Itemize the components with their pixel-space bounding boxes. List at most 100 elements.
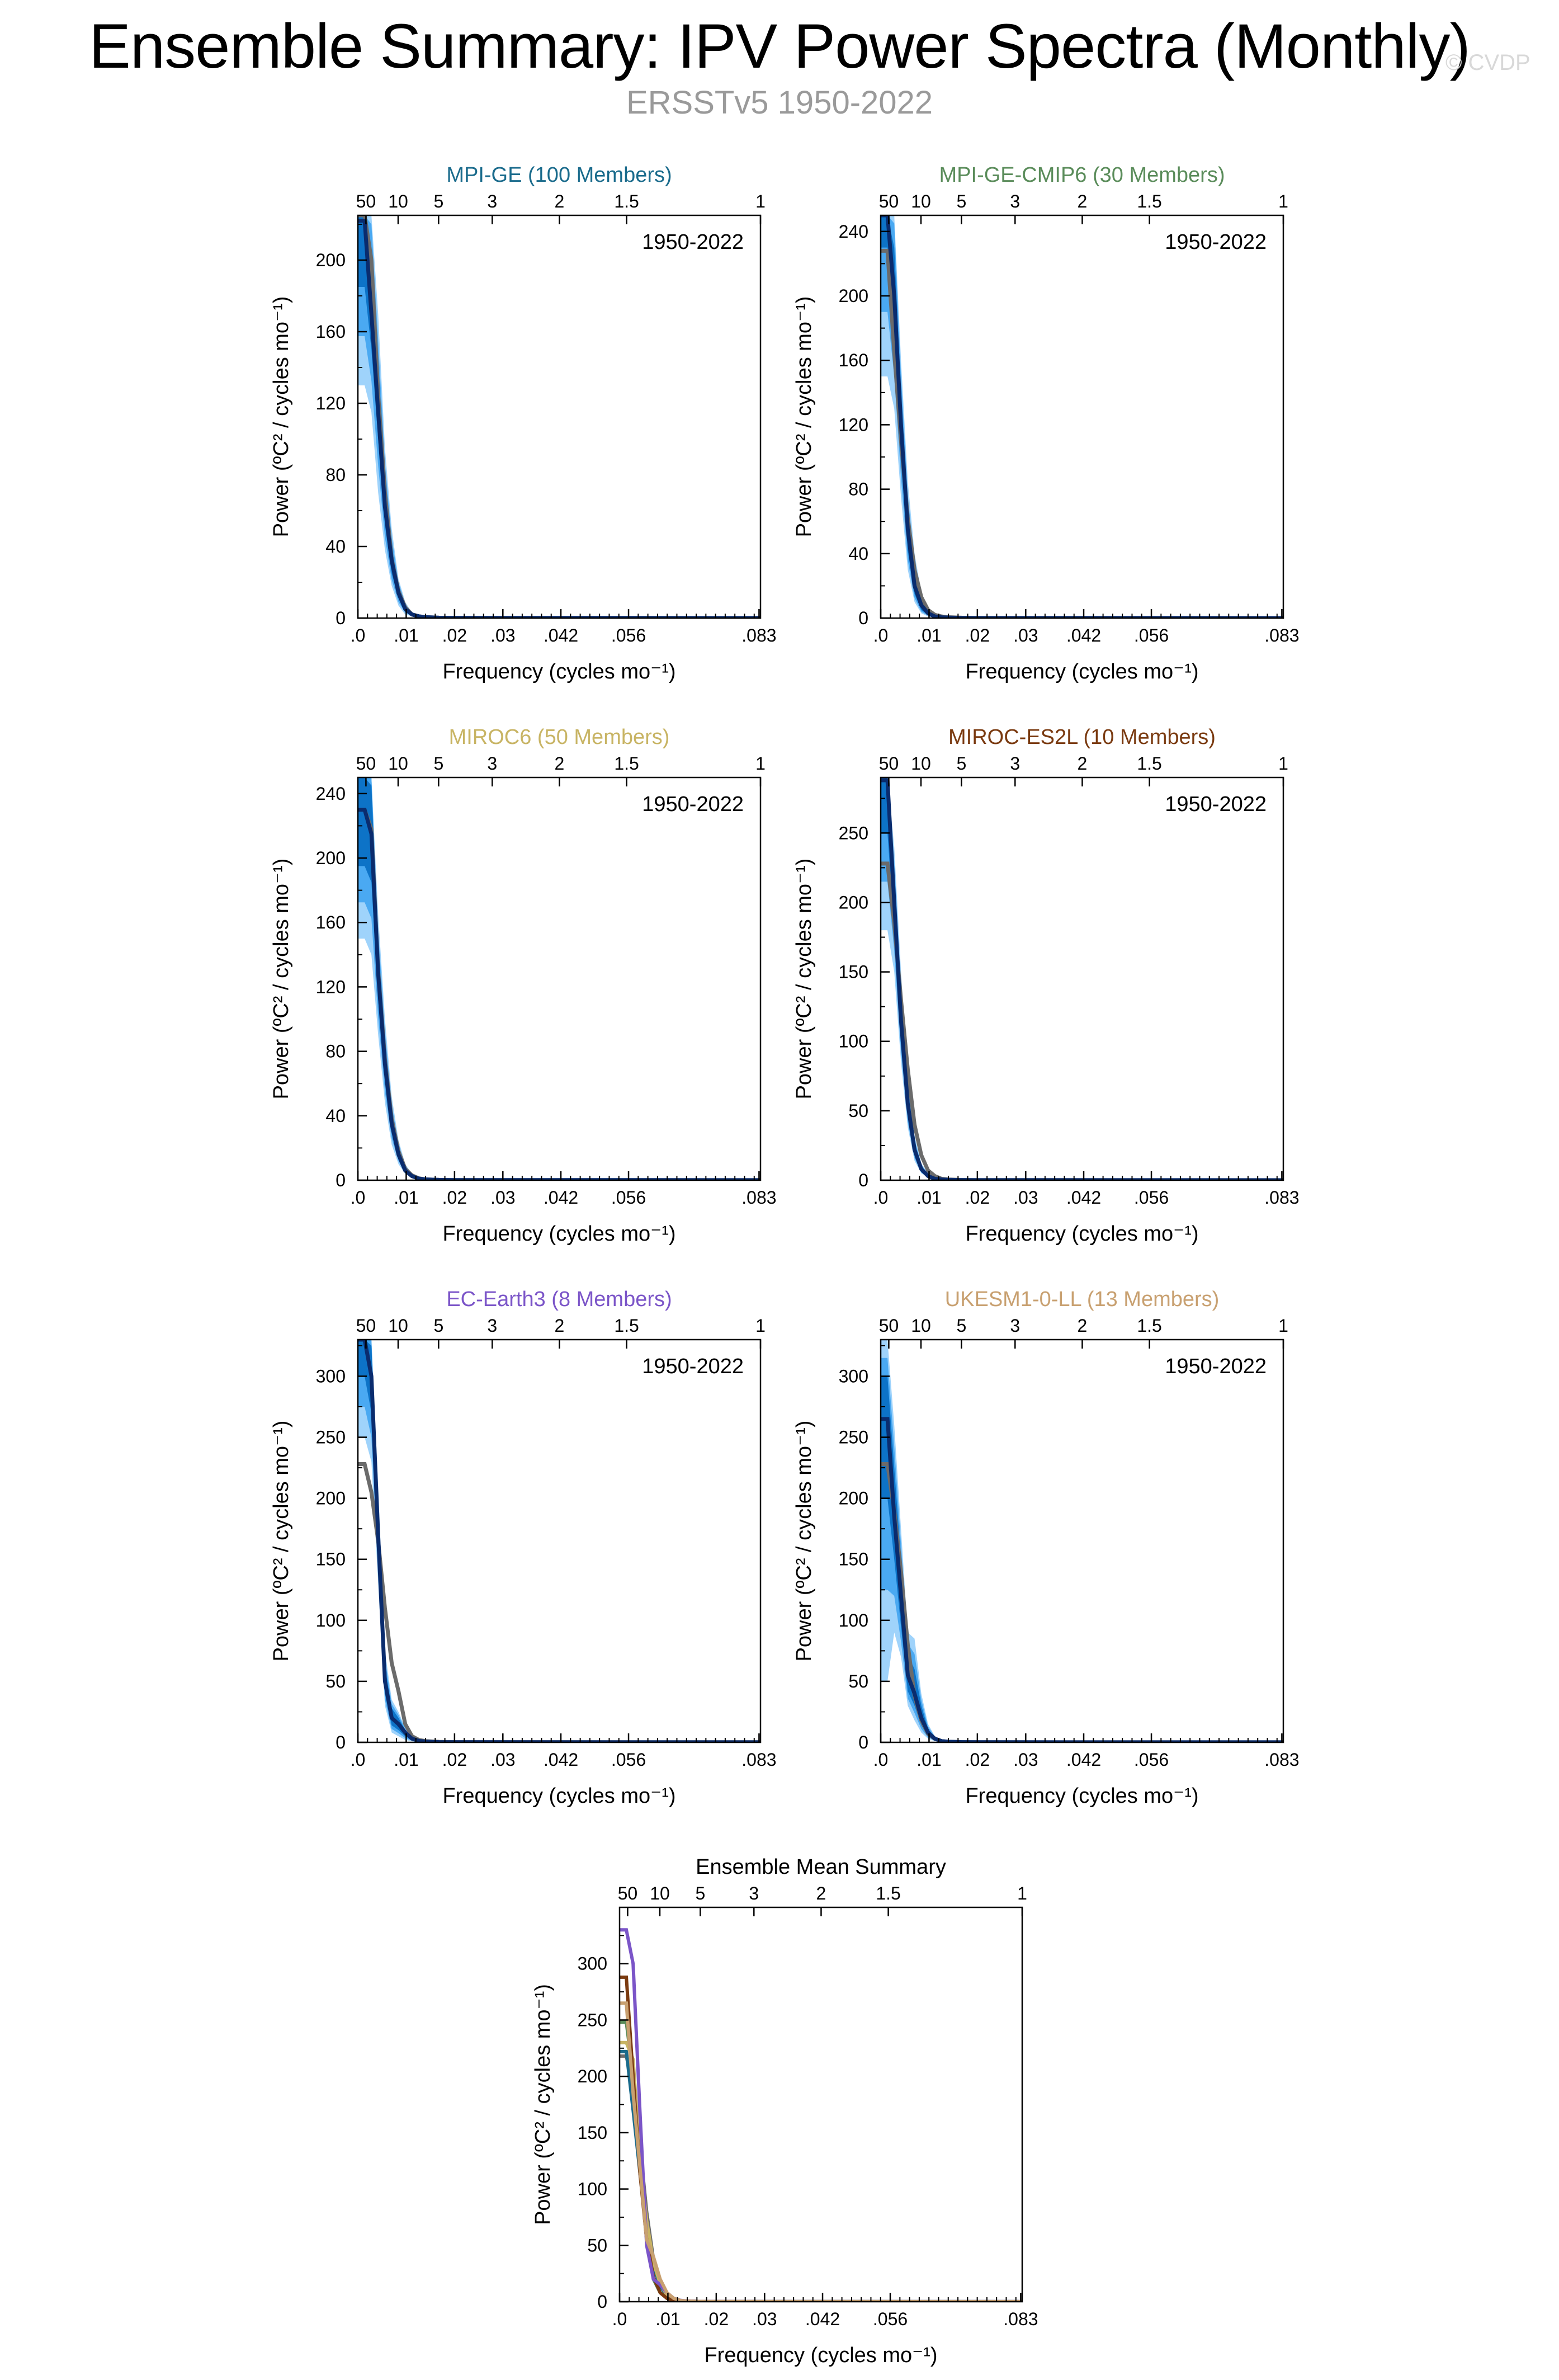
x-tick-label: .01 <box>394 1750 418 1770</box>
y-tick-label: 50 <box>848 1671 868 1691</box>
y-tick-label: 200 <box>839 286 868 306</box>
y-tick-label: 0 <box>336 1170 346 1190</box>
top-tick-label: 3 <box>1010 1316 1020 1336</box>
y-axis-label: Power (ºC² / cycles mo⁻¹) <box>531 1984 555 2225</box>
y-tick-label: 150 <box>839 1549 868 1570</box>
top-tick-label: 5 <box>956 191 966 211</box>
x-tick-label: .0 <box>873 625 889 645</box>
x-tick-label: .02 <box>442 1750 467 1770</box>
top-tick-label: 5 <box>433 1316 443 1336</box>
y-tick-label: 300 <box>316 1366 346 1386</box>
x-tick-label: .056 <box>611 1750 646 1770</box>
x-tick-label: .042 <box>1066 1187 1101 1208</box>
obs-line <box>881 861 1283 1180</box>
x-tick-label: .083 <box>1003 2309 1038 2329</box>
top-tick-label: 2 <box>555 1316 565 1336</box>
spread-band-inner <box>881 1376 1283 1742</box>
top-tick-label: 50 <box>618 1883 638 1903</box>
x-tick-label: .056 <box>873 2309 908 2329</box>
top-tick-label: 1.5 <box>614 1316 639 1336</box>
obs-line <box>358 808 760 1180</box>
plot-area <box>358 777 760 1180</box>
top-tick-label: 50 <box>879 1316 899 1336</box>
top-tick-label: 10 <box>650 1883 670 1903</box>
x-tick-label: .042 <box>544 1750 578 1770</box>
main-title: Ensemble Summary: IPV Power Spectra (Mon… <box>89 11 1471 81</box>
top-tick-label: 1 <box>755 191 766 211</box>
x-tick-label: .02 <box>965 1187 990 1208</box>
top-tick-label: 1 <box>1278 191 1288 211</box>
y-tick-label: 160 <box>316 912 346 932</box>
period-label: 1950-2022 <box>642 1355 744 1378</box>
x-tick-label: .083 <box>1264 625 1299 645</box>
y-tick-label: 0 <box>336 608 346 628</box>
y-tick-label: 300 <box>839 1366 868 1386</box>
top-tick-label: 2 <box>1078 753 1088 774</box>
y-tick-label: 200 <box>316 848 346 868</box>
x-tick-label: .042 <box>805 2309 840 2329</box>
x-tick-label: .083 <box>1264 1187 1299 1208</box>
obs-line <box>358 1462 760 1742</box>
x-tick-label: .03 <box>490 625 515 645</box>
plot-frame <box>880 776 1284 1181</box>
top-tick-label: 5 <box>956 753 966 774</box>
obs-line <box>881 248 1283 618</box>
plot-frame <box>618 1906 1023 2303</box>
panel-title: MIROC6 (50 Members) <box>449 725 670 749</box>
y-tick-label: 200 <box>839 1488 868 1509</box>
y-axis-label: Power (ºC² / cycles mo⁻¹) <box>270 1421 293 1662</box>
spread-band-mid <box>358 777 760 1180</box>
y-tick-label: 160 <box>839 350 868 370</box>
x-tick-label: .01 <box>916 625 941 645</box>
ensemble-mean-line <box>358 1340 760 1742</box>
x-tick-label: .056 <box>611 625 646 645</box>
top-tick-label: 1.5 <box>614 753 639 774</box>
spread-band-inner <box>881 777 1283 1180</box>
x-tick-label: .03 <box>752 2309 777 2329</box>
x-tick-label: .083 <box>741 1187 776 1208</box>
spread-band-outer <box>881 1340 1283 1742</box>
top-tick-label: 2 <box>1078 191 1088 211</box>
x-tick-label: .01 <box>655 2309 680 2329</box>
x-tick-label: .03 <box>1013 625 1038 645</box>
y-tick-label: 120 <box>316 977 346 997</box>
x-axis-label: Frequency (cycles mo⁻¹) <box>442 1784 675 1808</box>
y-tick-label: 250 <box>578 2010 607 2030</box>
y-axis-label: Power (ºC² / cycles mo⁻¹) <box>270 859 293 1100</box>
plot-frame <box>357 776 762 1181</box>
y-tick-label: 120 <box>316 393 346 413</box>
obs-line <box>620 2054 1022 2302</box>
y-tick-label: 40 <box>325 536 346 557</box>
y-tick-label: 200 <box>578 2066 607 2086</box>
y-tick-label: 0 <box>858 1170 868 1190</box>
top-tick-label: 1 <box>1278 753 1288 774</box>
y-tick-label: 150 <box>578 2123 607 2143</box>
y-tick-label: 300 <box>578 1954 607 1974</box>
spread-band-mid <box>881 777 1283 1180</box>
top-tick-label: 50 <box>879 753 899 774</box>
model-mean-line-3 <box>620 2040 1022 2302</box>
panel-title: MPI-GE-CMIP6 (30 Members) <box>939 163 1225 187</box>
x-tick-label: .0 <box>351 1750 366 1770</box>
x-axis-label: Frequency (cycles mo⁻¹) <box>442 1222 675 1246</box>
x-tick-label: .042 <box>544 1187 578 1208</box>
y-tick-label: 100 <box>839 1031 868 1052</box>
plot-area <box>881 1340 1283 1742</box>
x-tick-label: .056 <box>1134 625 1169 645</box>
y-tick-label: 0 <box>858 608 868 628</box>
top-tick-label: 5 <box>956 1316 966 1336</box>
x-tick-label: .0 <box>873 1750 889 1770</box>
x-tick-label: .0 <box>351 625 366 645</box>
spread-band-inner <box>358 1340 760 1742</box>
top-tick-label: 1 <box>1278 1316 1288 1336</box>
plot-area <box>358 1340 760 1742</box>
period-label: 1950-2022 <box>1165 793 1267 816</box>
top-tick-label: 3 <box>749 1883 759 1903</box>
x-tick-label: .083 <box>741 625 776 645</box>
y-tick-label: 50 <box>848 1101 868 1121</box>
top-tick-label: 10 <box>911 1316 931 1336</box>
top-tick-label: 10 <box>911 191 931 211</box>
y-tick-label: 0 <box>336 1732 346 1752</box>
